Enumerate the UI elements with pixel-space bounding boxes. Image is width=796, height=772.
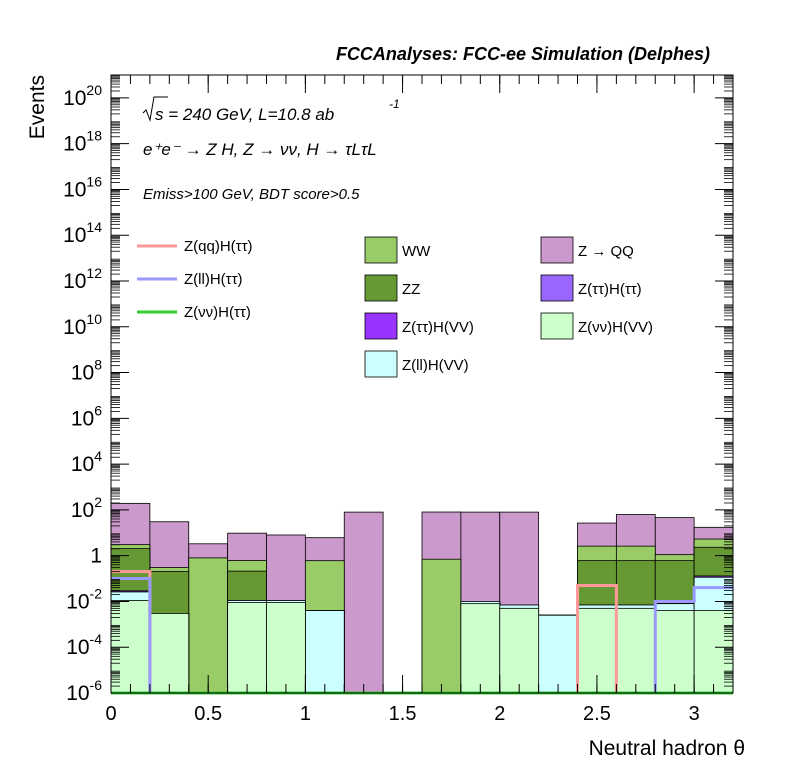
y-axis-label: Events: [26, 75, 49, 139]
x-tick-labels: 0 0.5 1 1.5 2 2.5 3: [105, 703, 699, 725]
y-tick-label: 1010: [63, 311, 102, 339]
y-tick-label: 102: [71, 494, 102, 522]
bar-z-qq-bin-6: [343, 511, 384, 694]
legend-label: Z(ττ)H(ττ): [578, 281, 642, 298]
x-tick-label: 0: [105, 703, 116, 725]
y-tick-label: 1012: [63, 265, 102, 293]
lumi-exponent: -1: [389, 97, 400, 111]
sqrt-s-text: s = 240 GeV, L=10.8 ab: [155, 105, 334, 124]
x-tick-label: 0.5: [194, 703, 222, 725]
y-tick-label: 10-6: [66, 677, 102, 705]
legend-label: Z(νν)H(VV): [578, 319, 653, 336]
histogram-bars: [110, 502, 734, 694]
y-tick-label: 10-4: [66, 631, 102, 659]
legend-box-swatch: [364, 236, 398, 264]
bar-z-h-vv--bin-14: [654, 610, 695, 694]
bar-z-h-vv--bin-4: [266, 602, 306, 694]
sqrt-s-annotation: s = 240 GeV, L=10.8 ab -1: [142, 96, 400, 124]
x-tick-label: 1.5: [389, 703, 417, 725]
y-tick-label: 1020: [63, 82, 102, 110]
chart-title: FCCAnalyses: FCC-ee Simulation (Delphes): [336, 44, 710, 64]
legend-label: Z(qq)H(ττ): [184, 238, 253, 255]
bar-ww-bin-8: [421, 558, 462, 694]
bar-z-ll-h-vv--bin-11: [538, 614, 578, 694]
legend: Z(qq)H(ττ) Z(ll)H(ττ) Z(νν)H(ττ) WW Z → QQ ZZ…: [137, 236, 653, 378]
legend-label: ZZ: [402, 281, 420, 298]
legend-box-swatch: [540, 274, 574, 302]
cuts-annotation: Emiss>100 GeV, BDT score>0.5: [143, 186, 360, 203]
y-tick-label: 10-2: [66, 585, 102, 613]
legend-label: Z → QQ: [578, 243, 634, 260]
x-axis-label: Neutral hadron θ: [589, 737, 745, 760]
bar-z-h-vv--bin-13: [615, 607, 656, 694]
x-tick-label: 2.5: [583, 703, 611, 725]
bar-z-h-vv--bin-1: [149, 613, 190, 694]
y-tick-label: 1014: [63, 219, 102, 247]
x-tick-label: 1: [300, 703, 311, 725]
y-tick-label: 1018: [63, 128, 102, 156]
legend-box-swatch: [540, 236, 574, 264]
axis-ticks: [110, 75, 734, 694]
y-tick-label: 1016: [63, 173, 102, 201]
bar-z-h-vv--bin-10: [499, 607, 540, 694]
process-annotation: e⁺e⁻ → Z H, Z → νν, H → τLτL: [143, 140, 377, 159]
y-tick-labels: 10-6 10-4 10-2 1 102 104 106 108 1010 1012 1014 101…: [63, 82, 102, 705]
legend-box-swatch: [540, 312, 574, 340]
bar-ww-bin-2: [188, 557, 229, 694]
legend-label: Z(ll)H(VV): [402, 357, 469, 374]
x-tick-label: 3: [689, 703, 700, 725]
y-tick-label: 108: [71, 357, 102, 385]
legend-box-swatch: [364, 350, 398, 378]
x-tick-label: 2: [494, 703, 505, 725]
sqrt-symbol: [142, 96, 168, 122]
y-tick-label: 106: [71, 402, 102, 430]
legend-box-swatch: [364, 274, 398, 302]
y-tick-label: 1: [90, 545, 102, 568]
legend-label: Z(νν)H(ττ): [184, 304, 251, 321]
legend-box-swatch: [364, 312, 398, 340]
bar-z-h-vv--bin-3: [227, 602, 267, 694]
legend-label: Z(ll)H(ττ): [184, 271, 243, 288]
legend-label: Z(ττ)H(VV): [402, 319, 474, 336]
bar-z-h-vv--bin-15: [693, 610, 734, 694]
y-tick-label: 104: [71, 448, 102, 476]
bar-z-ll-h-vv--bin-5: [304, 610, 345, 694]
legend-label: WW: [402, 243, 431, 260]
bar-z-h-vv--bin-9: [460, 603, 501, 694]
